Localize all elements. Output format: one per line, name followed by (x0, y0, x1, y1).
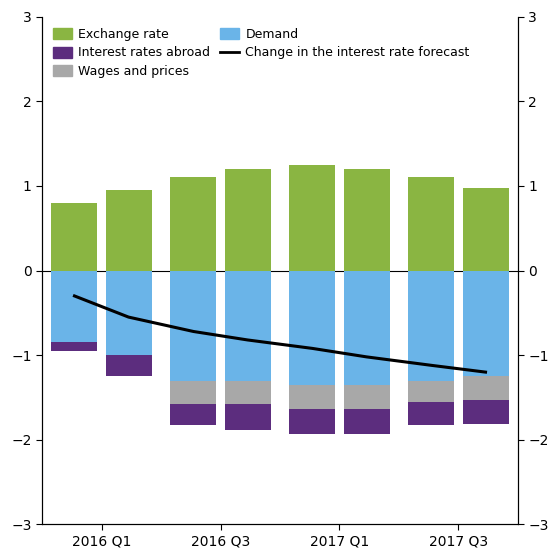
Bar (343, 270, 390, 385)
Bar (463, 376, 508, 400)
Bar (408, 178, 454, 270)
Legend: Exchange rate, Interest rates abroad, Wages and prices, Demand, Change in the in: Exchange rate, Interest rates abroad, Wa… (48, 23, 474, 83)
Bar (106, 270, 152, 355)
Bar (225, 270, 270, 381)
Bar (52, 343, 97, 351)
Bar (408, 402, 454, 426)
Bar (106, 190, 152, 270)
Bar (225, 169, 270, 270)
Bar (408, 381, 454, 402)
Bar (343, 169, 390, 270)
Bar (290, 408, 335, 434)
Bar (170, 404, 217, 426)
Bar (463, 400, 508, 424)
Bar (106, 355, 152, 376)
Bar (170, 381, 217, 404)
Bar (52, 203, 97, 270)
Bar (225, 381, 270, 404)
Bar (290, 270, 335, 385)
Bar (463, 188, 508, 270)
Bar (343, 385, 390, 408)
Bar (290, 385, 335, 408)
Bar (290, 165, 335, 270)
Bar (408, 270, 454, 381)
Bar (170, 178, 217, 270)
Bar (225, 404, 270, 430)
Bar (463, 270, 508, 376)
Bar (52, 270, 97, 343)
Bar (170, 270, 217, 381)
Bar (343, 408, 390, 434)
